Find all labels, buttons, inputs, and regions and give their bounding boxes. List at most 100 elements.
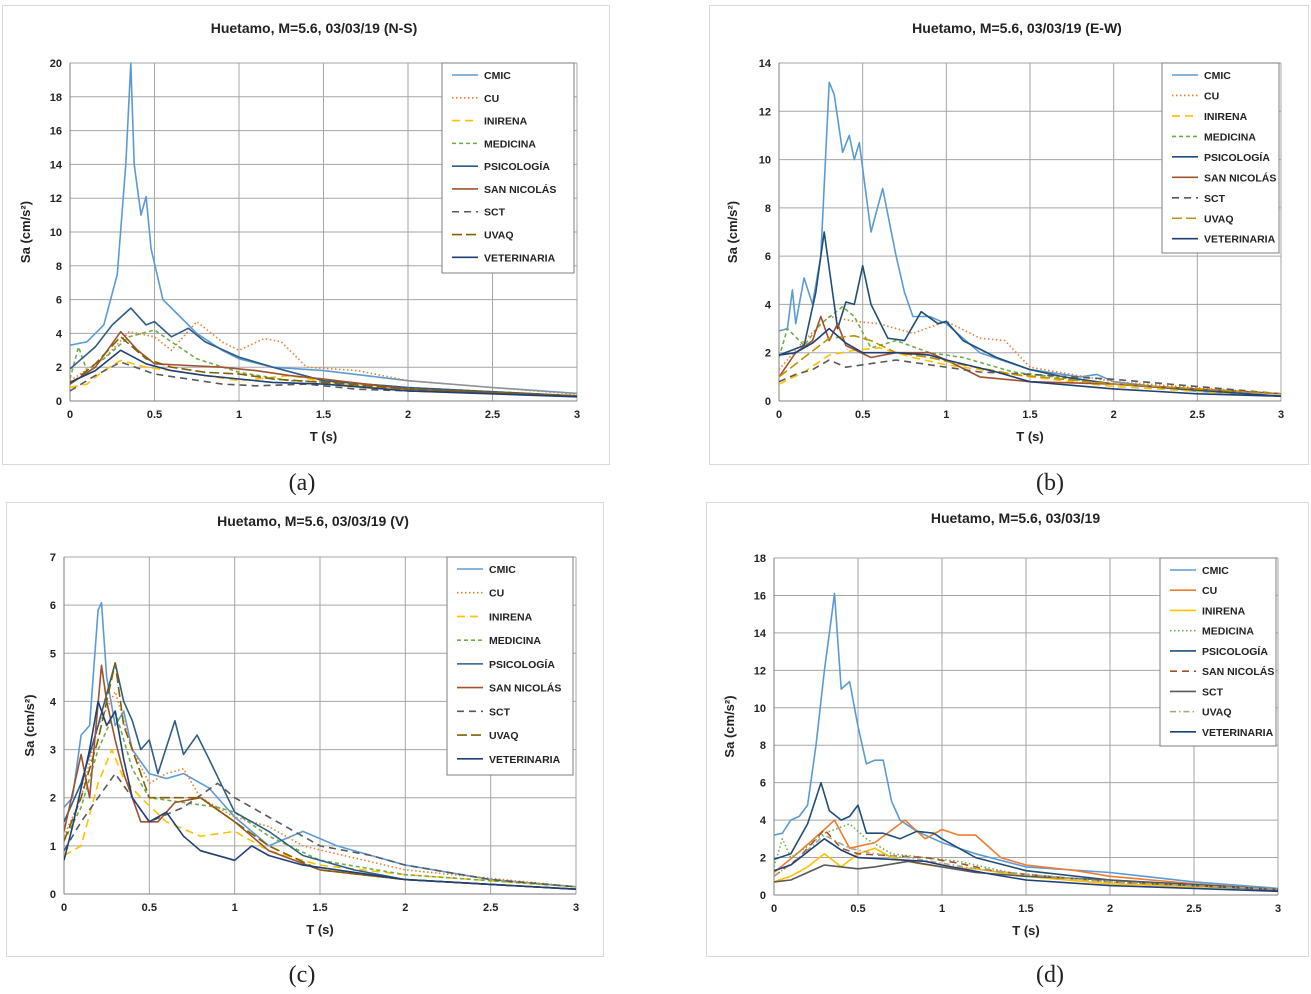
legend-label: CU xyxy=(1202,585,1217,597)
legend-label: SCT xyxy=(489,706,511,718)
y-tick-label: 0 xyxy=(765,396,771,408)
x-tick-label: 2 xyxy=(405,409,411,421)
series-line-uvaq xyxy=(70,335,577,397)
legend-label: CMIC xyxy=(489,564,516,576)
legend-label: VETERINARIA xyxy=(489,754,561,766)
y-tick-label: 16 xyxy=(50,126,62,138)
legend-a: CMIC CU INIRENA MEDICINA PSICOLOGÍA SAN NICOL… xyxy=(441,62,575,274)
chart-b: 0 0.5 1 1.5 2 2.5 3 0 2 4 6 8 10 12 14 Huetamo, M=5.6, … xyxy=(709,5,1309,465)
y-tick-label: 18 xyxy=(754,553,766,565)
x-tick-label: 2 xyxy=(1107,903,1113,915)
legend-label: PSICOLOGÍA xyxy=(484,160,550,173)
x-tick-label: 3 xyxy=(573,902,579,914)
x-tick-label: 2 xyxy=(402,902,408,914)
x-tick-label: 0 xyxy=(67,409,73,421)
plot-area-b xyxy=(779,81,1281,397)
plot-area-d xyxy=(774,592,1278,893)
series-line-cu xyxy=(70,320,577,395)
series-line-veterinaria xyxy=(70,349,577,398)
series-line-san-nicol-s xyxy=(774,828,1278,891)
x-tick-label: 1 xyxy=(236,409,242,421)
x-axis-label-b: T (s) xyxy=(1016,429,1043,444)
legend-box xyxy=(446,556,574,776)
chart-panel-d: 0 0.5 1 1.5 2 2.5 3 0 2 4 6 8 10 12 14 16 18 Huetamo, M=5… xyxy=(706,502,1309,957)
series-line-psicolog-a xyxy=(779,231,1281,397)
x-axis-label-c: T (s) xyxy=(306,922,333,937)
x-tick-label: 1 xyxy=(232,902,238,914)
y-tick-label: 2 xyxy=(50,793,56,805)
series-line-veterinaria xyxy=(774,837,1278,893)
y-tick-label: 20 xyxy=(50,58,62,70)
series-line-inirena xyxy=(779,347,1281,397)
x-axis-label-a: T (s) xyxy=(310,429,337,444)
y-tick-label: 2 xyxy=(765,348,771,360)
x-tick-label: 1.5 xyxy=(316,409,331,421)
y-tick-label: 8 xyxy=(760,740,766,752)
legend-c: CMIC CU INIRENA MEDICINA PSICOLOGÍA SAN NICOL… xyxy=(446,556,574,776)
x-tick-label: 2.5 xyxy=(1190,409,1205,421)
series-line-cmic xyxy=(774,592,1278,890)
chart-title-b: Huetamo, M=5.6, 03/03/19 (E-W) xyxy=(912,20,1122,36)
y-tick-label: 1 xyxy=(50,841,56,853)
chart-title-d: Huetamo, M=5.6, 03/03/19 xyxy=(931,510,1100,526)
legend-label: UVAQ xyxy=(484,230,514,242)
series-line-inirena xyxy=(64,748,576,888)
x-axis-label-d: T (s) xyxy=(1012,923,1039,938)
legend-d: CMIC CU INIRENA MEDICINA PSICOLOGÍA SAN NICOL… xyxy=(1159,557,1277,747)
legend-label: SCT xyxy=(484,207,506,219)
x-tick-label: 1.5 xyxy=(312,902,327,914)
legend-label: SCT xyxy=(1204,193,1226,205)
series-line-sct xyxy=(774,860,1278,892)
legend-label: SAN NICOLÁS xyxy=(484,183,556,196)
legend-label: UVAQ xyxy=(1202,707,1232,719)
legend-label: PSICOLOGÍA xyxy=(1202,645,1268,658)
x-tick-label: 1.5 xyxy=(1022,409,1037,421)
legend-label: SAN NICOLÁS xyxy=(489,682,561,695)
legend-label: VETERINARIA xyxy=(1202,727,1274,739)
x-tick-label: 0.5 xyxy=(142,902,157,914)
caption-b: (b) xyxy=(1036,470,1064,496)
chart-a: 0 0.5 1 1.5 2 2.5 3 0 2 4 6 8 10 12 14 16 18 20 Huetamo, M… xyxy=(2,5,610,465)
legend-label: INIRENA xyxy=(489,611,533,623)
plot-area-c xyxy=(64,601,576,890)
y-tick-label: 12 xyxy=(754,665,766,677)
legend-label: PSICOLOGÍA xyxy=(489,658,555,671)
legend-label: SCT xyxy=(1202,686,1224,698)
y-tick-label: 16 xyxy=(754,590,766,602)
y-axis-label-c: Sa (cm/s²) xyxy=(22,694,37,756)
series-line-cu xyxy=(774,819,1278,891)
x-tick-label: 2.5 xyxy=(483,902,498,914)
series-line-veterinaria xyxy=(64,700,576,890)
legend-label: MEDICINA xyxy=(1202,626,1254,638)
legend-label: CMIC xyxy=(484,70,511,82)
x-tick-label: 3 xyxy=(1275,903,1281,915)
x-tick-label: 1.5 xyxy=(1018,903,1033,915)
caption-c: (c) xyxy=(288,962,316,988)
x-tick-label: 2.5 xyxy=(485,409,500,421)
x-tick-label: 0 xyxy=(771,903,777,915)
y-tick-label: 0 xyxy=(760,890,766,902)
y-axis-label-b: Sa (cm/s²) xyxy=(725,201,740,263)
chart-c: 0 0.5 1 1.5 2 2.5 3 0 1 2 3 4 5 6 7 Huetamo, M=5.6, 03/… xyxy=(6,502,604,957)
legend-label: MEDICINA xyxy=(484,138,536,150)
legend-label: CMIC xyxy=(1202,565,1229,577)
series-line-cmic xyxy=(70,62,577,395)
x-tick-label: 2 xyxy=(1111,409,1117,421)
y-tick-label: 14 xyxy=(754,628,767,640)
series-line-sct xyxy=(779,359,1281,395)
x-tick-label: 0 xyxy=(61,902,67,914)
series-line-medicina xyxy=(64,710,576,888)
y-tick-label: 8 xyxy=(765,203,771,215)
legend-label: INIRENA xyxy=(484,116,528,128)
y-tick-label: 10 xyxy=(50,227,62,239)
y-tick-label: 6 xyxy=(765,251,771,263)
y-tick-label: 4 xyxy=(50,696,57,708)
legend-label: CU xyxy=(484,93,499,105)
y-tick-label: 4 xyxy=(56,328,63,340)
series-line-sct xyxy=(70,361,577,397)
legend-label: MEDICINA xyxy=(1204,131,1256,143)
series-line-san-nicol-s xyxy=(779,315,1281,395)
x-tick-label: 3 xyxy=(1278,409,1284,421)
legend-label: CU xyxy=(1204,90,1219,102)
y-tick-label: 7 xyxy=(50,552,56,564)
